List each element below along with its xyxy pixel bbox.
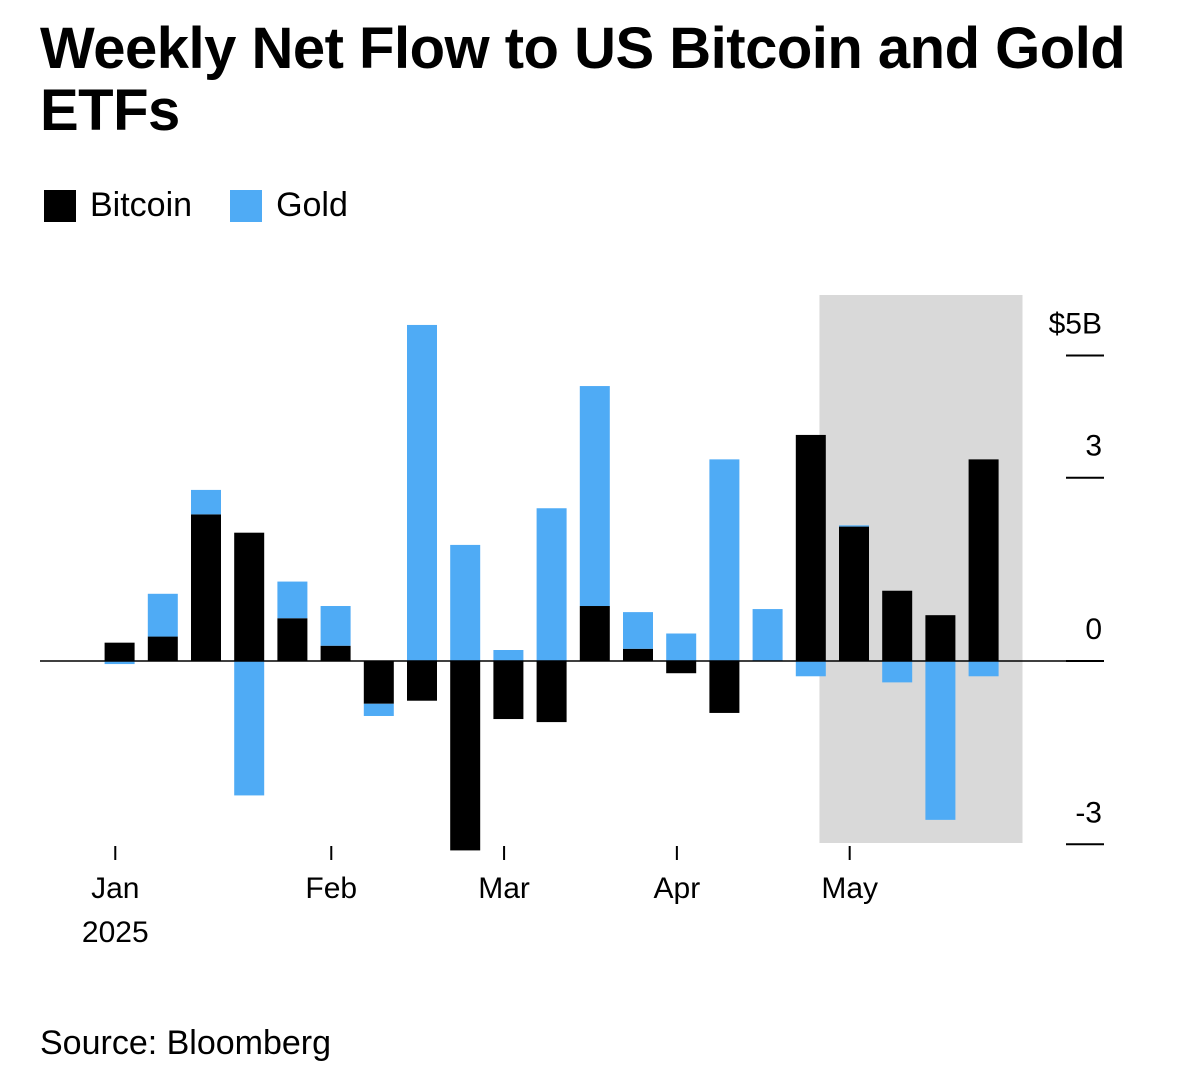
y-tick-label: $5B [1049, 308, 1102, 341]
bar-bitcoin [493, 661, 524, 720]
x-tick-sublabel: 2025 [82, 916, 149, 949]
bar-gold [320, 606, 351, 646]
y-tick-label: -3 [1075, 796, 1102, 829]
bar-bitcoin [234, 532, 265, 661]
bar-gold [536, 508, 567, 661]
bar-gold [407, 324, 437, 661]
bar-gold [147, 593, 178, 637]
bar-gold [666, 633, 697, 661]
bar-gold [795, 661, 826, 677]
bar-gold [579, 386, 610, 607]
legend-swatch-bitcoin [44, 189, 76, 222]
bar-bitcoin [104, 642, 135, 661]
x-tick-label: Feb [305, 872, 357, 905]
bar-gold [623, 612, 653, 649]
legend-item-gold: Gold [230, 186, 348, 225]
bar-gold [968, 661, 999, 677]
y-tick-label: 0 [1085, 613, 1102, 646]
bar-bitcoin [147, 636, 178, 661]
y-tick-label: 3 [1085, 430, 1102, 463]
bar-bitcoin [882, 590, 913, 661]
bar-gold [104, 661, 135, 665]
legend-swatch-gold [230, 189, 263, 222]
chart-title: Weekly Net Flow to US Bitcoin and Gold E… [40, 16, 1126, 143]
bar-bitcoin [536, 661, 567, 723]
bar-bitcoin [320, 645, 351, 661]
bar-gold [450, 544, 481, 661]
bar-bitcoin [666, 661, 697, 674]
bar-gold [882, 661, 913, 683]
bar-gold [925, 661, 956, 820]
x-tick-label: Jan [91, 872, 139, 905]
legend: Bitcoin Gold [44, 186, 386, 225]
x-tick-label: Mar [478, 872, 530, 905]
bar-bitcoin [623, 648, 653, 661]
bar-gold [234, 661, 265, 796]
bar-gold [839, 525, 869, 527]
bar-gold [363, 703, 394, 716]
bar-bitcoin [925, 615, 956, 661]
bar-bitcoin [407, 661, 437, 701]
bar-bitcoin [191, 514, 221, 661]
bar-gold [709, 459, 740, 661]
bar-gold [493, 650, 524, 661]
bar-bitcoin [579, 606, 610, 661]
source-note: Source: Bloomberg [40, 1024, 332, 1062]
bar-bitcoin [277, 618, 308, 661]
legend-label-bitcoin: Bitcoin [90, 186, 193, 224]
bar-gold [277, 581, 308, 619]
bar-bitcoin [839, 526, 869, 661]
bar-gold [191, 489, 221, 515]
x-tick-label: Apr [654, 872, 701, 905]
x-tick-label: May [821, 872, 878, 905]
legend-label-gold: Gold [276, 186, 348, 224]
bar-bitcoin [709, 661, 740, 713]
bar-bitcoin [450, 661, 481, 851]
bar-bitcoin [795, 434, 826, 661]
bar-gold [752, 609, 783, 661]
legend-item-bitcoin: Bitcoin [44, 186, 192, 225]
bar-bitcoin [363, 661, 394, 704]
bar-bitcoin [968, 459, 999, 661]
